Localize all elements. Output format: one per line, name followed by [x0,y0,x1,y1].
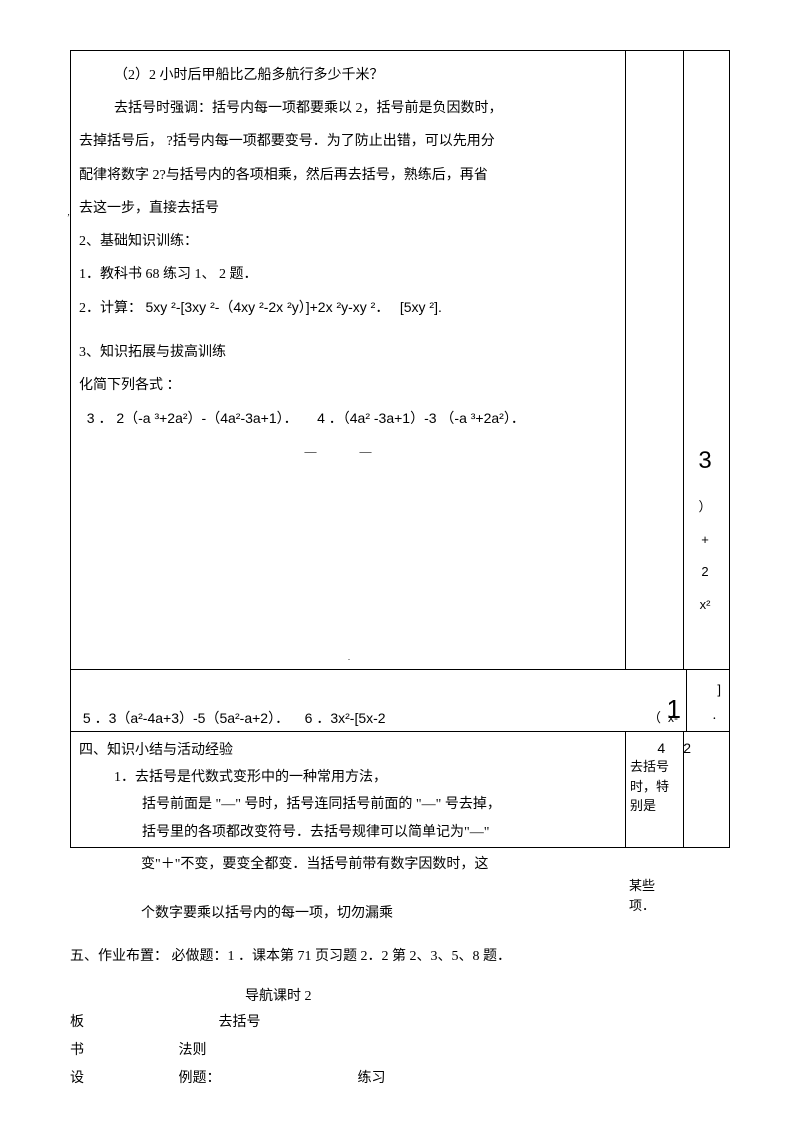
summary-1: 1．去括号是代数式变形中的一种常用方法， [79,765,617,790]
ban: 板 [70,1015,84,1030]
row2-content: 5 ．3（a²-4a+3）-5（5a²-a+2）． 6 ．3x²-[5x-2 [71,670,684,731]
heading-4: 四、知识小结与活动经验 [79,738,617,763]
summary-2: 括号前面是 "—" 号时，括号连同括号前面的 "—" 号去掉， [79,792,617,817]
calc-ans: [5xy ²]. [400,299,442,315]
eq-3: 3 ． 2（-a ³+2a²）-（4a²-3a+1）． [87,410,298,426]
bracket-close: ] [717,678,721,701]
dash-marks: — — [79,441,617,463]
num-2: 2 [683,740,709,756]
num-4: 4 [657,740,683,756]
eq-5: 5 ．3（a²-4a+3）-5（5a²-a+2）． [83,710,289,726]
question-2: （2）2 小时后甲船比乙船多航行多少千米？ [79,63,617,88]
below-left: 变"＋"不变，要变全都变．当括号前带有数字因数时，这 个数字要乘以括号内的每一项… [70,852,625,936]
para-4: 去这一步，直接去括号 [79,196,617,221]
row-2: 5 ．3（a²-4a+3）-5（5a²-a+2）． 6 ．3x²-[5x-2 ]… [70,670,730,732]
rule: 法则 [179,1043,207,1058]
main-left-column: ‚ （2）2 小时后甲船比乙船多航行多少千米？ 去括号时强调：括号内每一项都要乘… [71,51,626,669]
she: 设 [70,1071,84,1086]
main-section: ‚ （2）2 小时后甲船比乙船多航行多少千米？ 去括号时强调：括号内每一项都要乘… [70,50,730,670]
eq-6: 6 ．3x²-[5x-2 [305,710,386,726]
para-1: 去括号时强调：括号内每一项都要乘以 2，括号前是负因数时， [79,96,617,121]
page: ‚ （2）2 小时后甲船比乙船多航行多少千米？ 去括号时强调：括号内每一项都要乘… [70,50,730,1129]
main-mid-column [626,51,684,669]
board-right-col: 去括号 法则 例题： 练习 [179,1009,386,1093]
section-2-1: 1．教科书 68 练习 1、 2 题． [79,262,617,287]
below-section: 变"＋"不变，要变全都变．当括号前带有数字因数时，这 个数字要乘以括号内的每一项… [70,848,730,936]
x-squared: x² [684,589,726,622]
open-paren: （ [648,706,661,729]
x-minus: x- [668,708,678,730]
nums-4-2: 42 [657,736,709,761]
row3-left: 四、知识小结与活动经验 1．去括号是代数式变形中的一种常用方法， 括号前面是 "… [71,732,626,847]
remove-brackets: 去括号 [219,1015,261,1030]
row2-right: ] ． [686,670,729,731]
equation-row: 3 ． 2（-a ³+2a²）-（4a²-3a+1）． 4 ．（4a² -3a+… [79,406,617,431]
summary-4: 变"＋"不变，要变全都变．当括号前带有数字因数时，这 [78,852,617,877]
stray-comma: ‚ [67,204,70,220]
period: ． [712,708,722,726]
summary-5: 个数字要乘以括号内的每一项，切勿漏乘 [78,901,617,926]
section-3-sub: 化简下列各式 ： [79,373,617,398]
homework: 五、作业布置： 必做题：1 ．课本第 71 页习题 2．2 第 2、3、5、8 … [70,944,730,969]
paren: ） [684,491,726,524]
two: 2 [684,556,726,589]
board-title: 导航课时 2 [245,984,730,1009]
section-3: 3、知识拓展与拔高训练 [79,340,617,365]
example-label: 例题： [179,1071,221,1086]
section-2: 2、基础知识训练： [79,229,617,254]
row-3: 42 四、知识小结与活动经验 1．去括号是代数式变形中的一种常用方法， 括号前面… [70,732,730,848]
para-2: 去掉括号后， ?括号内每一项都要变号．为了防止出错，可以先用分 [79,129,617,154]
shu: 书 [70,1043,84,1058]
section-2-2: 2．计算： 5xy ²-[3xy ²-（4xy ²-2x ²y）]+2x ²y-… [79,295,617,321]
practice-label: 练习 [358,1071,386,1086]
board-row: 板 书 设 去括号 法则 例题： 练习 [70,1009,730,1093]
board-left-col: 板 书 设 [70,1009,100,1093]
plus: + [684,524,726,557]
calc-expr: 5xy ²-[3xy ²-（4xy ²-2x ²y）]+2x ²y-xy ²． [146,299,390,315]
eq-4: 4 ．（4a² -3a+1）-3 （-a ³+2a²）． [317,410,525,426]
calc-label: 2．计算： [79,301,142,316]
summary-3: 括号里的各项都改变符号．去括号规律可以简单记为"—" [79,820,617,845]
below-right: 某些项． [625,852,683,915]
board-design: 导航课时 2 板 书 设 去括号 法则 例题： 练习 [70,984,730,1093]
main-right-column: 3 ） + 2 x² [684,51,726,669]
big-3: 3 [684,431,726,491]
para-3: 配律将数字 2?与括号内的各项相乘，然后再去括号，熟练后，再省 [79,163,617,188]
tiny-mark: . [348,651,350,665]
